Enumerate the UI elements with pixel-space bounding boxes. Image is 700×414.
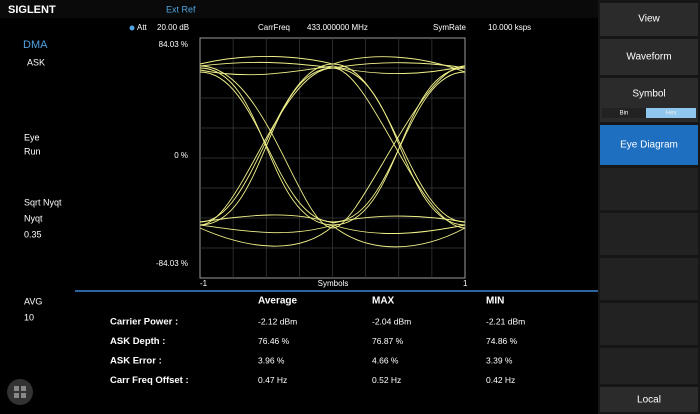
cell-value: 0.42 Hz xyxy=(486,375,515,385)
softkey-menu: View Waveform Symbol Bin Hex Eye Diagram… xyxy=(598,0,700,414)
menu-symbol[interactable]: Symbol xyxy=(632,89,665,100)
mode: DMA xyxy=(23,39,48,51)
menu-button[interactable] xyxy=(600,3,698,36)
row-label: ASK Error : xyxy=(110,356,162,367)
cell-value: 0.52 Hz xyxy=(372,375,401,385)
ref-status: Ext Ref xyxy=(166,4,196,14)
menu-button xyxy=(600,303,698,345)
filter-label: Sqrt Nyqt xyxy=(24,197,62,207)
row-label: ASK Depth : xyxy=(110,336,165,347)
home-icon xyxy=(14,386,26,398)
carrfreq-label: CarrFreq xyxy=(258,23,290,32)
menu-view[interactable]: View xyxy=(638,14,660,25)
menu-button xyxy=(600,258,698,300)
row-label: Carrier Power : xyxy=(110,317,178,328)
symrate-value: 10.000 ksps xyxy=(488,23,531,32)
alpha: 0.35 xyxy=(24,229,42,239)
toggle-bin[interactable] xyxy=(602,108,646,118)
plot-grid xyxy=(200,38,465,278)
y-top-label: 84.03 % xyxy=(159,40,188,49)
cell-value: -2.21 dBm xyxy=(486,316,525,326)
cell-value: -2.12 dBm xyxy=(258,316,297,326)
menu-button-active[interactable] xyxy=(600,125,698,165)
column-header: Average xyxy=(258,296,298,307)
avg-label: AVG xyxy=(24,296,42,306)
filter: Nyqt xyxy=(24,213,43,223)
y-mid-label: 0 % xyxy=(174,151,188,160)
menu-button[interactable] xyxy=(600,39,698,75)
cell-value: 3.39 % xyxy=(486,355,513,365)
att-indicator xyxy=(129,25,135,31)
menu-button xyxy=(600,348,698,384)
eye-traces xyxy=(199,56,466,248)
carrfreq-value: 433.000000 MHz xyxy=(307,23,368,32)
measurement-table: Average MAX MIN Carrier Power : -2.12 dBm -2.… xyxy=(110,296,525,386)
menu-eye-diagram[interactable]: Eye Diagram xyxy=(620,140,678,151)
toggle-hex[interactable] xyxy=(646,108,696,118)
att-value: 20.00 dB xyxy=(157,23,189,32)
menu-local[interactable]: Local xyxy=(637,395,661,406)
home-button[interactable] xyxy=(7,379,33,405)
run-state: Run xyxy=(24,146,41,156)
y-bottom-label: -84.03 % xyxy=(156,259,188,268)
column-header: MAX xyxy=(372,296,395,307)
menu-button[interactable] xyxy=(600,387,698,412)
x-left-label: -1 xyxy=(200,279,208,288)
cell-value: 76.87 % xyxy=(372,336,404,346)
cell-value: 76.46 % xyxy=(258,336,290,346)
top-bar xyxy=(0,0,598,18)
toggle-hex-label[interactable]: Hex xyxy=(666,111,677,117)
column-header: MIN xyxy=(486,296,504,307)
cell-value: 74.86 % xyxy=(486,336,518,346)
cell-value: 4.66 % xyxy=(372,355,399,365)
x-axis-label: Symbols xyxy=(318,279,349,288)
menu-button xyxy=(600,168,698,210)
toggle-bin-label[interactable]: Bin xyxy=(620,111,629,117)
x-right-label: 1 xyxy=(463,279,468,288)
cell-value: 3.96 % xyxy=(258,355,285,365)
menu-button xyxy=(600,213,698,255)
cell-value: -2.04 dBm xyxy=(372,316,411,326)
menu-waveform[interactable]: Waveform xyxy=(626,52,671,63)
brand: SIGLENT xyxy=(8,4,56,16)
eye-label: Eye xyxy=(24,132,40,142)
cell-value: 0.47 Hz xyxy=(258,375,287,385)
att-label: Att xyxy=(137,23,148,32)
row-label: Carr Freq Offset : xyxy=(110,375,189,386)
modulation: ASK xyxy=(27,57,45,67)
symrate-label: SymRate xyxy=(433,23,466,32)
avg-count: 10 xyxy=(24,312,34,322)
